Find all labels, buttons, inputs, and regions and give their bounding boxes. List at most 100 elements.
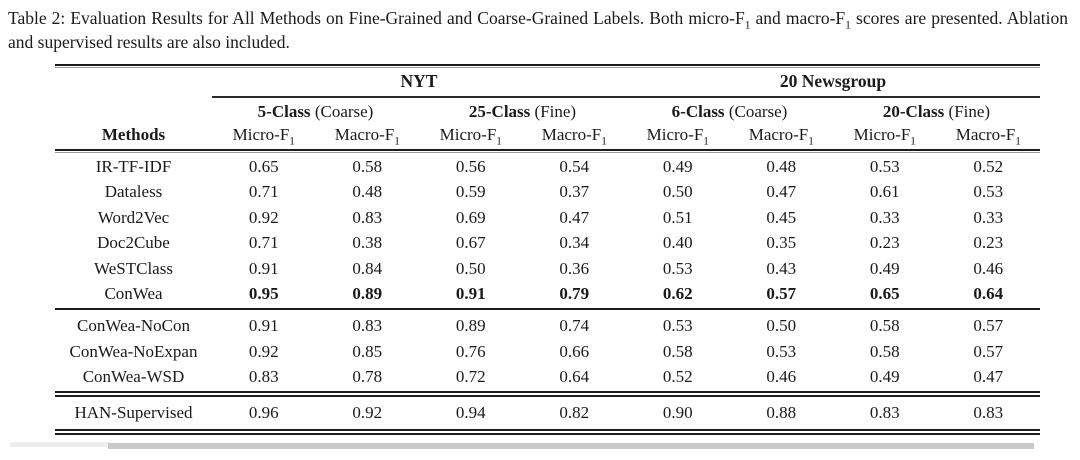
score-cell: 0.58 — [352, 157, 383, 176]
table-bottom-rule — [55, 428, 1040, 435]
caption-text: and macro-F — [750, 8, 846, 28]
score-cell: 0.76 — [455, 341, 486, 361]
score-cell: 0.58 — [869, 341, 900, 361]
metric-header-macro: Macro-F1 — [748, 125, 814, 148]
score-cell: 0.36 — [559, 258, 590, 278]
method-name: IR-TF-IDF — [95, 157, 172, 176]
score-cell: 0.83 — [248, 367, 279, 387]
score-cell: 0.83 — [352, 316, 383, 336]
method-name: Dataless — [104, 182, 163, 202]
method-name: ConWea-NoExpan — [69, 341, 198, 361]
score-cell: 0.61 — [869, 182, 900, 202]
score-cell: 0.66 — [559, 341, 590, 361]
score-cell: 0.47 — [973, 367, 1004, 387]
score-cell: 0.49 — [662, 157, 693, 176]
metric-header-micro: Micro-F1 — [646, 125, 709, 148]
caption-subscript: 1 — [845, 19, 851, 32]
table-row: ConWea-NoCon 0.91 0.83 0.89 0.74 0.53 0.… — [55, 313, 1040, 338]
score-cell: 0.33 — [973, 207, 1004, 227]
score-cell: 0.96 — [248, 402, 279, 422]
score-cell: 0.56 — [455, 157, 486, 176]
score-cell: 0.53 — [662, 316, 693, 336]
section-divider-rule — [55, 308, 1040, 311]
metric-header-micro: Micro-F1 — [439, 125, 502, 148]
table-row: ConWea-NoExpan 0.92 0.85 0.76 0.66 0.58 … — [55, 339, 1040, 364]
metric-header-macro: Macro-F1 — [541, 125, 607, 148]
score-cell: 0.48 — [766, 157, 797, 176]
score-cell: 0.45 — [766, 207, 797, 227]
score-cell: 0.74 — [559, 316, 590, 336]
methods-header: Methods — [101, 125, 166, 144]
score-cell: 0.33 — [869, 207, 900, 227]
score-cell: 0.65 — [248, 157, 279, 176]
score-cell: 0.90 — [662, 402, 693, 422]
score-cell: 0.91 — [248, 258, 279, 278]
supervised-section: HAN-Supervised 0.96 0.92 0.94 0.82 0.90 … — [55, 397, 1040, 429]
score-cell: 0.53 — [662, 258, 693, 278]
table-row: HAN-Supervised 0.96 0.92 0.94 0.82 0.90 … — [55, 399, 1040, 427]
metric-header-macro: Macro-F1 — [955, 125, 1021, 148]
score-cell: 0.79 — [559, 284, 590, 304]
score-cell: 0.40 — [662, 233, 693, 253]
subgroup-25-class: 25-Class (Fine) — [468, 102, 577, 121]
score-cell: 0.34 — [559, 233, 590, 253]
subgroup-5-class: 5-Class (Coarse) — [257, 102, 374, 121]
score-cell: 0.38 — [352, 233, 383, 253]
score-cell: 0.35 — [766, 233, 797, 253]
table-row: Word2Vec 0.92 0.83 0.69 0.47 0.51 0.45 0… — [55, 205, 1040, 230]
score-cell: 0.46 — [973, 258, 1004, 278]
caption-subscript: 1 — [744, 19, 751, 32]
score-cell: 0.71 — [248, 182, 279, 202]
ablation-supervised-divider-rule — [55, 390, 1040, 397]
score-cell: 0.47 — [766, 182, 797, 202]
score-cell: 0.54 — [559, 157, 590, 176]
score-cell: 0.82 — [559, 402, 590, 422]
subgroup-20-class: 20-Class (Fine) — [882, 102, 991, 121]
score-cell: 0.62 — [662, 284, 693, 304]
metric-header-micro: Micro-F1 — [853, 125, 916, 148]
score-cell: 0.92 — [248, 341, 279, 361]
score-cell: 0.50 — [662, 182, 693, 202]
score-cell: 0.89 — [352, 284, 383, 304]
metric-header-macro: Macro-F1 — [334, 125, 400, 148]
score-cell: 0.65 — [869, 284, 900, 304]
method-name: ConWea-WSD — [82, 367, 185, 387]
score-cell: 0.51 — [662, 207, 693, 227]
score-cell: 0.95 — [248, 284, 279, 304]
bottom-shadow-left — [10, 442, 110, 447]
score-cell: 0.37 — [559, 182, 590, 202]
caption-text: scores are presented. Ablation and super… — [8, 8, 1068, 52]
score-cell: 0.58 — [869, 316, 900, 336]
group-underline-rule — [212, 96, 1040, 98]
score-cell: 0.59 — [455, 182, 486, 202]
score-cell: 0.85 — [352, 341, 383, 361]
score-cell: 0.71 — [248, 233, 279, 253]
score-cell: 0.83 — [973, 402, 1004, 422]
caption-text: Table 2: Evaluation Results for All Meth… — [8, 8, 745, 28]
score-cell: 0.89 — [455, 316, 486, 336]
table-row: ConWea-WSD 0.83 0.78 0.72 0.64 0.52 0.46… — [55, 364, 1040, 389]
method-name: ConWea — [104, 284, 163, 304]
score-cell: 0.83 — [352, 207, 383, 227]
bottom-shadow-bar — [108, 443, 1034, 449]
score-cell: 0.43 — [766, 258, 797, 278]
score-cell: 0.57 — [973, 316, 1004, 336]
table-row: Doc2Cube 0.71 0.38 0.67 0.34 0.40 0.35 0… — [55, 230, 1040, 255]
score-cell: 0.83 — [869, 402, 900, 422]
method-name: HAN-Supervised — [74, 402, 193, 422]
score-cell: 0.49 — [869, 367, 900, 387]
table-row: IR-TF-IDF 0.65 0.58 0.56 0.54 0.49 0.48 … — [55, 154, 1040, 179]
spacer — [55, 96, 212, 98]
header-bottom-rule — [55, 149, 1040, 153]
score-cell: 0.46 — [766, 367, 797, 387]
score-cell: 0.52 — [662, 367, 693, 387]
results-table: NYT 20 Newsgroup 5-Class (Coarse) 25-Cla… — [55, 64, 1040, 435]
score-cell: 0.53 — [766, 341, 797, 361]
paper-page: Table 2: Evaluation Results for All Meth… — [0, 6, 1080, 449]
score-cell: 0.52 — [973, 157, 1004, 176]
score-cell: 0.64 — [973, 284, 1004, 304]
table-row: WeSTClass 0.91 0.84 0.50 0.36 0.53 0.43 … — [55, 256, 1040, 281]
ablation-section: ConWea-NoCon 0.91 0.83 0.89 0.74 0.53 0.… — [55, 312, 1040, 390]
score-cell: 0.53 — [973, 182, 1004, 202]
table-row: Dataless 0.71 0.48 0.59 0.37 0.50 0.47 0… — [55, 179, 1040, 204]
